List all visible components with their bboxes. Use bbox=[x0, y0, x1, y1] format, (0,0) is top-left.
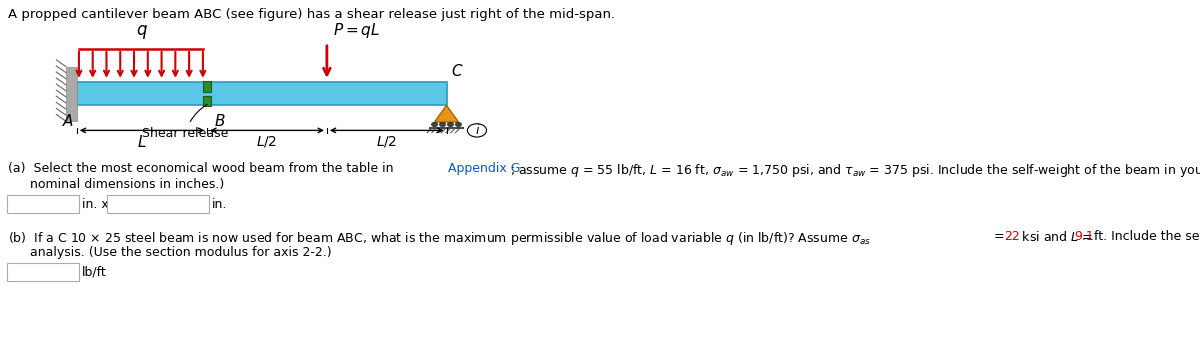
Text: $A$: $A$ bbox=[62, 113, 74, 129]
Text: Shear release: Shear release bbox=[142, 104, 228, 140]
Bar bbox=[203, 96, 211, 106]
Circle shape bbox=[439, 122, 445, 127]
Text: i: i bbox=[475, 124, 479, 137]
Bar bbox=[77, 82, 446, 105]
Text: =: = bbox=[994, 230, 1009, 243]
Text: $q$: $q$ bbox=[136, 23, 148, 41]
Text: $L/2$: $L/2$ bbox=[257, 134, 277, 149]
Circle shape bbox=[448, 122, 454, 127]
Text: ft. Include the self-weight of the beam in your: ft. Include the self-weight of the beam … bbox=[1090, 230, 1200, 243]
FancyBboxPatch shape bbox=[107, 195, 209, 213]
FancyBboxPatch shape bbox=[7, 195, 79, 213]
Polygon shape bbox=[434, 105, 458, 122]
Bar bbox=[66, 66, 77, 121]
Text: $B$: $B$ bbox=[214, 113, 226, 129]
Text: 9.1: 9.1 bbox=[1074, 230, 1093, 243]
Text: nominal dimensions in inches.): nominal dimensions in inches.) bbox=[30, 178, 224, 191]
Text: Appendix G: Appendix G bbox=[448, 162, 521, 175]
Text: ksi and $L$ =: ksi and $L$ = bbox=[1018, 230, 1094, 244]
Text: in.: in. bbox=[212, 197, 227, 211]
Circle shape bbox=[456, 122, 462, 127]
Text: $L/2$: $L/2$ bbox=[376, 134, 397, 149]
FancyBboxPatch shape bbox=[7, 263, 79, 281]
Circle shape bbox=[432, 122, 438, 127]
Bar bbox=[203, 82, 211, 92]
Text: (a)  Select the most economical wood beam from the table in: (a) Select the most economical wood beam… bbox=[8, 162, 397, 175]
Text: ; assume $q$ = 55 lb/ft, $L$ = 16 ft, $\sigma_{aw}$ = 1,750 psi, and $\tau_{aw}$: ; assume $q$ = 55 lb/ft, $L$ = 16 ft, $\… bbox=[510, 162, 1200, 179]
Text: in. x: in. x bbox=[82, 197, 109, 211]
Text: $L$: $L$ bbox=[137, 134, 146, 150]
Text: 22: 22 bbox=[1004, 230, 1020, 243]
Text: $P = qL$: $P = qL$ bbox=[334, 21, 380, 40]
Text: $C$: $C$ bbox=[451, 63, 463, 79]
Text: A propped cantilever beam ABC (see figure) has a shear release just right of the: A propped cantilever beam ABC (see figur… bbox=[8, 8, 616, 21]
Text: (b)  If a C 10 × 25 steel beam is now used for beam ABC, what is the maximum per: (b) If a C 10 × 25 steel beam is now use… bbox=[8, 230, 871, 247]
Text: lb/ft: lb/ft bbox=[82, 266, 107, 278]
Text: analysis. (Use the section modulus for axis 2-2.): analysis. (Use the section modulus for a… bbox=[30, 246, 331, 259]
